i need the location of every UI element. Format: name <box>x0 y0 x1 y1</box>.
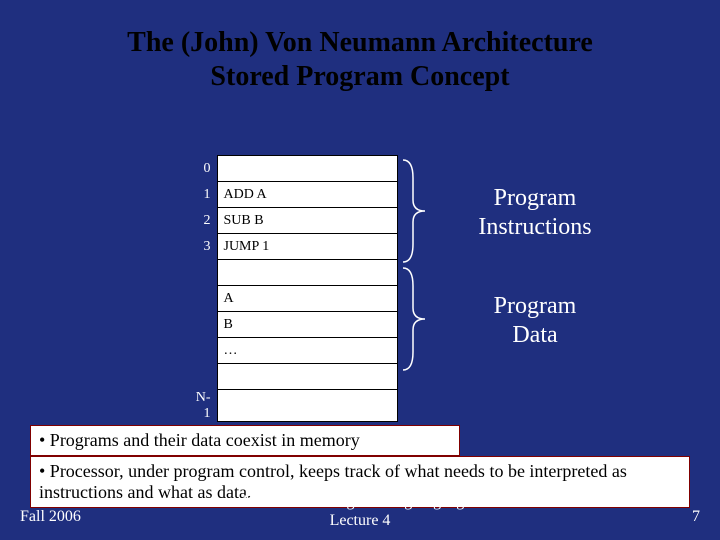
table-row: … <box>185 338 397 364</box>
row-content: ADD A <box>217 182 397 208</box>
label-data-l2: Data <box>512 322 557 348</box>
footer-center-l2: Lecture 4 <box>330 512 391 529</box>
brace-instructions <box>400 158 430 264</box>
row-index: 2 <box>185 208 217 234</box>
row-index <box>185 312 217 338</box>
row-content: SUB B <box>217 208 397 234</box>
row-index: 3 <box>185 234 217 260</box>
table-row: 1ADD A <box>185 182 397 208</box>
label-instructions-l1: Program <box>494 185 577 211</box>
table-row: 0 <box>185 156 397 182</box>
label-instructions-l2: Instructions <box>478 214 591 240</box>
row-content <box>217 390 397 422</box>
bullet-1: • Programs and their data coexist in mem… <box>30 425 460 456</box>
label-instructions: Program Instructions <box>455 184 615 242</box>
title-line-1: The (John) Von Neumann Architecture <box>127 27 593 58</box>
row-content: B <box>217 312 397 338</box>
table-row: B <box>185 312 397 338</box>
brace-data <box>400 266 430 372</box>
row-content <box>217 364 397 390</box>
footer-center-l1: ICOM 4036 Programming Laguages <box>242 493 477 510</box>
row-index <box>185 364 217 390</box>
label-data-l1: Program <box>494 293 577 319</box>
footer-right: 7 <box>692 508 700 526</box>
table-row <box>185 260 397 286</box>
row-index <box>185 260 217 286</box>
table-row: A <box>185 286 397 312</box>
row-content <box>217 156 397 182</box>
row-content: A <box>217 286 397 312</box>
row-index <box>185 286 217 312</box>
row-index: N-1 <box>185 390 217 422</box>
row-content <box>217 260 397 286</box>
table-row: 3JUMP 1 <box>185 234 397 260</box>
row-index: 1 <box>185 182 217 208</box>
row-index <box>185 338 217 364</box>
footer-center: ICOM 4036 Programming Laguages Lecture 4 <box>0 492 720 530</box>
row-index: 0 <box>185 156 217 182</box>
row-content: JUMP 1 <box>217 234 397 260</box>
table-row <box>185 364 397 390</box>
label-data: Program Data <box>455 292 615 350</box>
row-content: … <box>217 338 397 364</box>
memory-table: 01ADD A2SUB B3JUMP 1 AB…N-1 <box>185 155 398 422</box>
slide-title: The (John) Von Neumann Architecture Stor… <box>0 0 720 93</box>
table-row: N-1 <box>185 390 397 422</box>
title-line-2: Stored Program Concept <box>210 61 509 92</box>
table-row: 2SUB B <box>185 208 397 234</box>
